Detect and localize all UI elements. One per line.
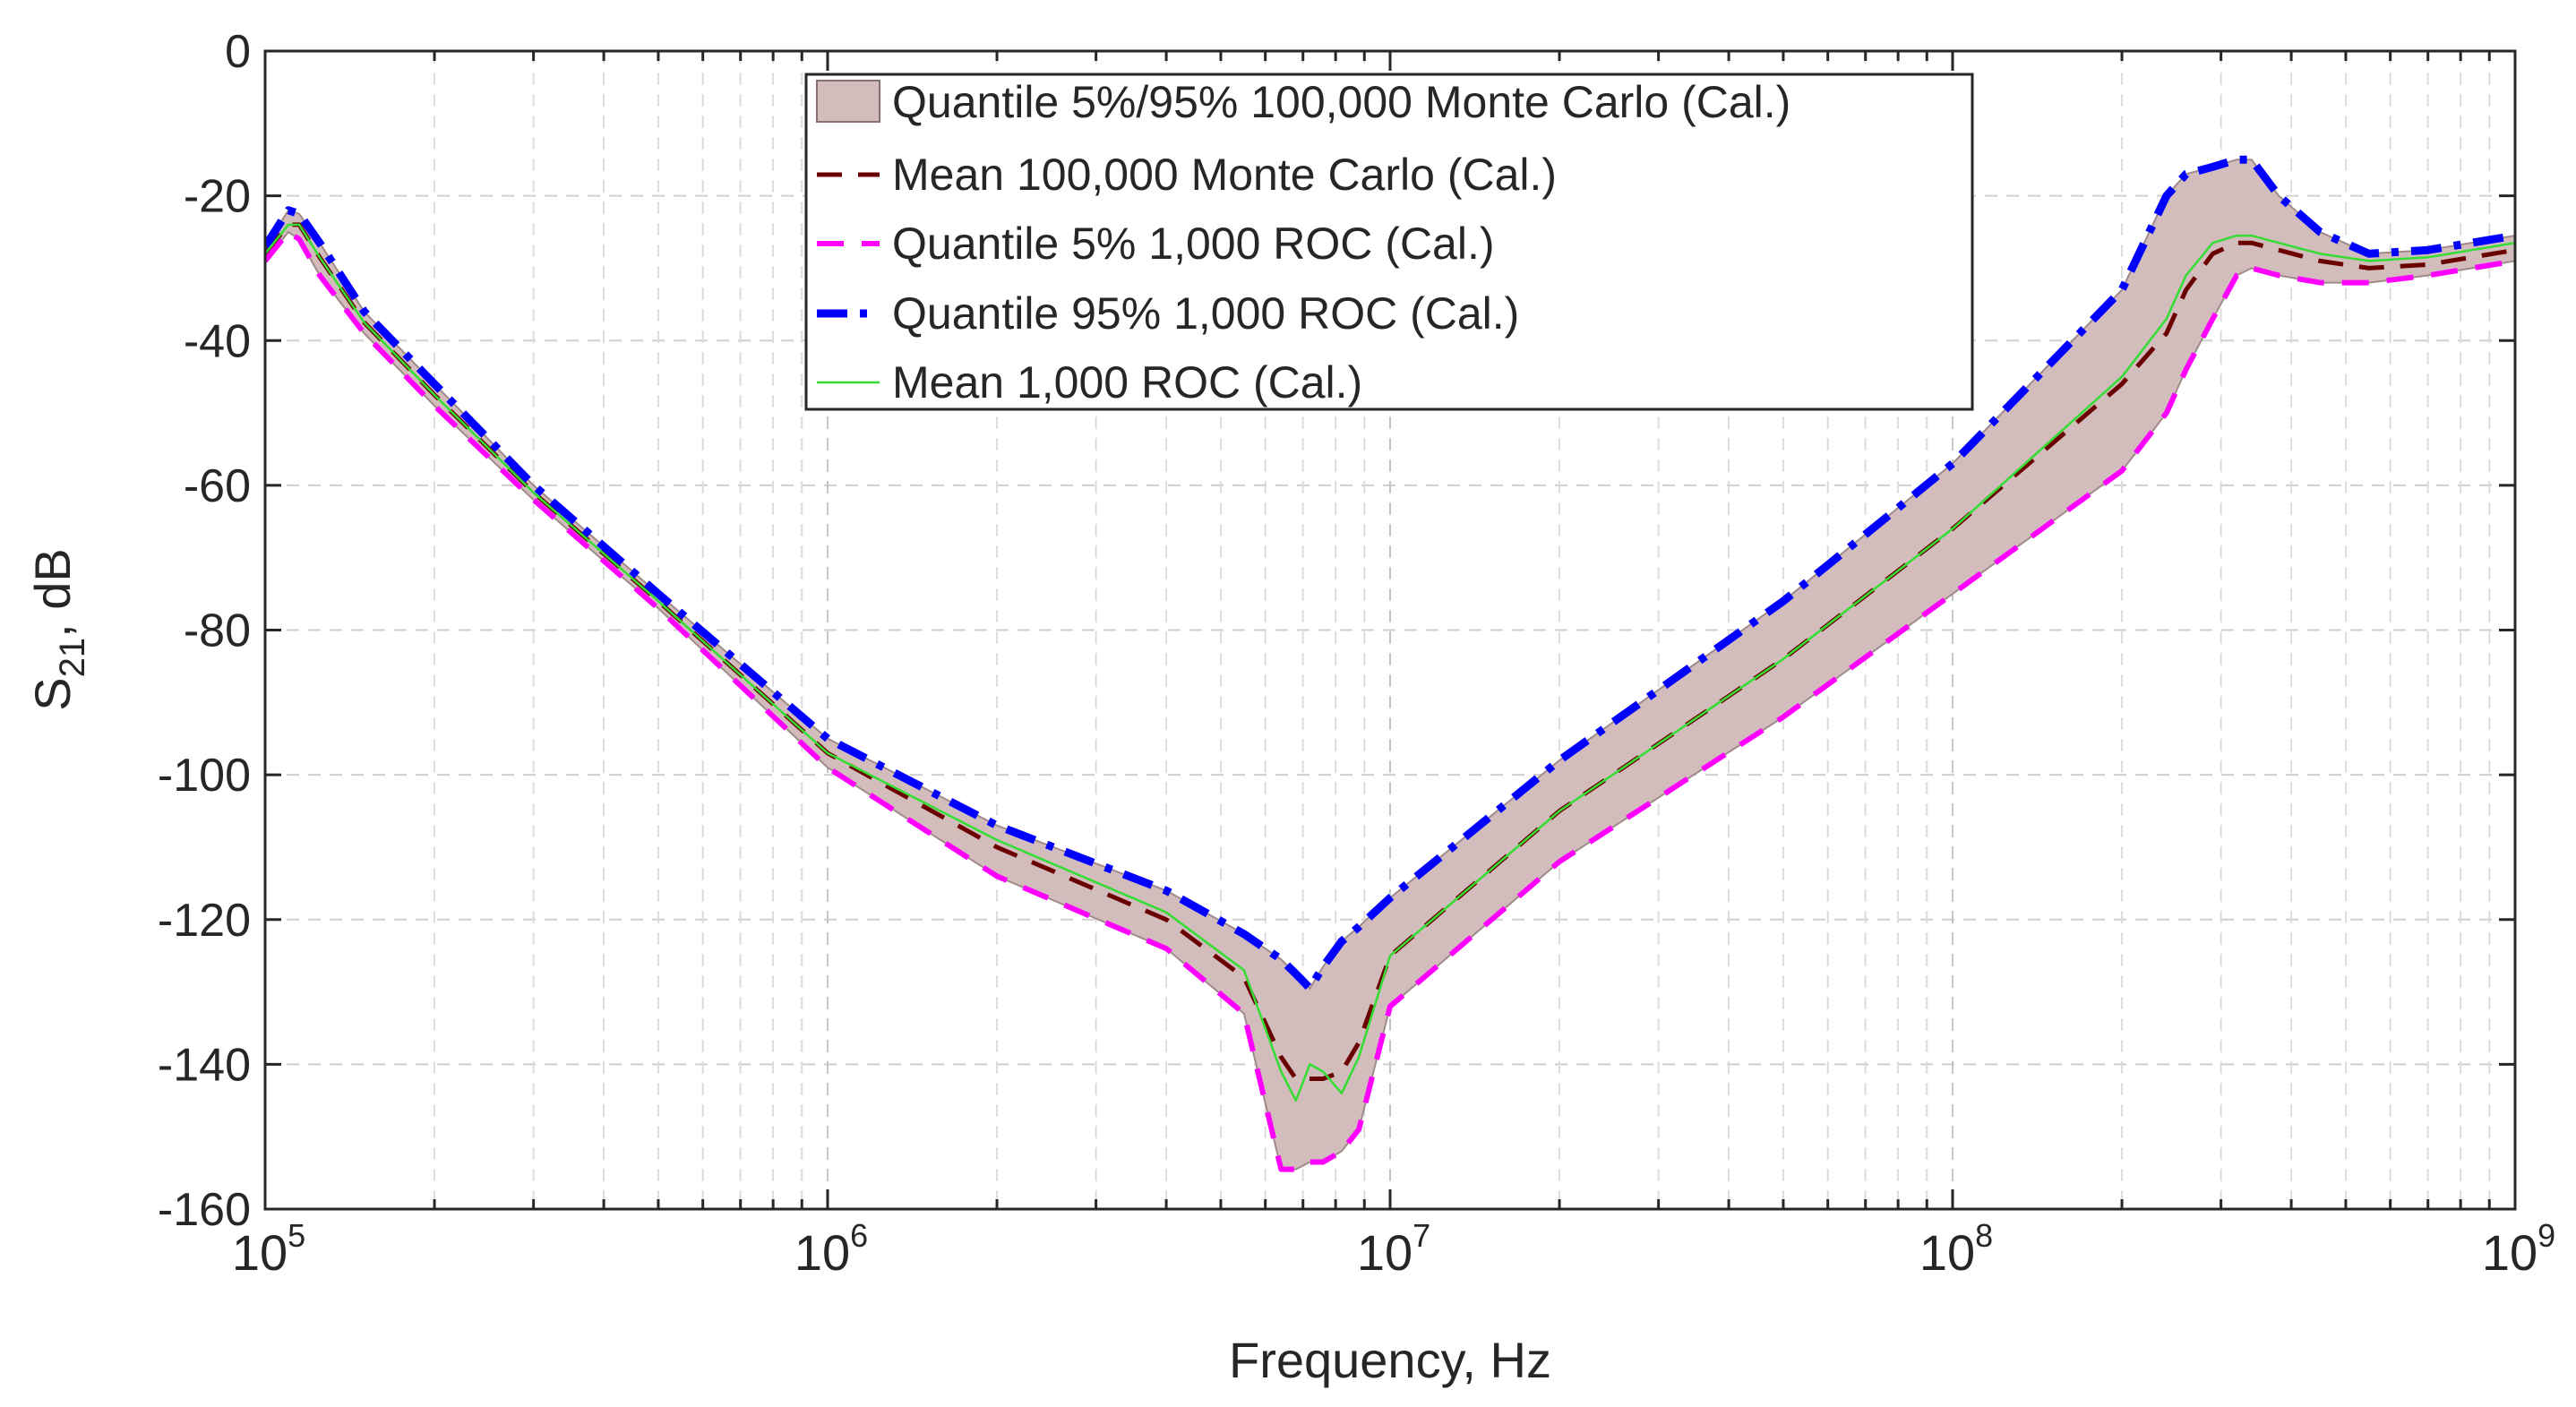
axis-ticks — [263, 49, 2517, 1211]
y-tick-labels: 0 -20 -40 -60 -80 -100 -120 -140 -160 — [158, 26, 251, 1236]
y-tick-label: -120 — [158, 895, 251, 947]
legend-box — [804, 73, 1974, 411]
grid — [265, 51, 2515, 1209]
x-tick-label-exponent: 9 — [2537, 1217, 2555, 1254]
x-tick-label: 108 — [1919, 1217, 1993, 1281]
y-tick-label: 0 — [225, 26, 251, 78]
x-tick-label-base: 10 — [232, 1224, 288, 1281]
y-tick-label: -100 — [158, 750, 251, 802]
y-tick-label: -20 — [184, 171, 251, 223]
x-axis-label: Frequency, Hz — [1229, 1332, 1551, 1388]
y-axis-label-subscript: 21 — [53, 638, 92, 678]
x-tick-label: 106 — [794, 1217, 868, 1281]
x-tick-label: 105 — [232, 1217, 305, 1281]
x-tick-label-exponent: 8 — [1975, 1217, 1993, 1254]
x-tick-label-exponent: 7 — [1413, 1217, 1430, 1254]
legend-entry-label: Quantile 5% 1,000 ROC (Cal.) — [892, 219, 1495, 269]
x-tick-label-exponent: 5 — [288, 1217, 305, 1254]
x-tick-labels: 105 106 107 108 109 — [232, 1217, 2555, 1281]
y-axis-label-base: S — [24, 677, 81, 710]
legend-entry-label: Mean 100,000 Monte Carlo (Cal.) — [892, 150, 1557, 200]
series-line-3 — [265, 155, 2515, 992]
legend-entry-label: Quantile 95% 1,000 ROC (Cal.) — [892, 288, 1519, 339]
x-tick-label-base: 10 — [1357, 1224, 1413, 1281]
y-axis-label-suffix: , dB — [24, 548, 81, 638]
y-tick-label: -80 — [184, 605, 251, 657]
x-tick-label-base: 10 — [1919, 1224, 1975, 1281]
y-tick-label: -40 — [184, 315, 251, 367]
series-line-4 — [265, 223, 2515, 1102]
series-layer — [265, 155, 2515, 1172]
x-tick-label: 109 — [2482, 1217, 2555, 1281]
y-tick-label: -140 — [158, 1039, 251, 1091]
y-axis-label: S21, dB — [24, 548, 92, 710]
x-tick-label: 107 — [1357, 1217, 1430, 1281]
x-tick-label-base: 10 — [794, 1224, 850, 1281]
legend-entry-label: Mean 1,000 ROC (Cal.) — [892, 357, 1362, 408]
x-tick-label-base: 10 — [2482, 1224, 2537, 1281]
legend: Quantile 5%/95% 100,000 Monte Carlo (Cal… — [804, 73, 1974, 411]
legend-entry-label: Quantile 5%/95% 100,000 Monte Carlo (Cal… — [892, 77, 1790, 127]
y-tick-label: -160 — [158, 1184, 251, 1236]
legend-swatch — [816, 80, 880, 123]
x-tick-label-exponent: 6 — [850, 1217, 868, 1254]
svg-text:S21, dB: S21, dB — [24, 548, 92, 710]
y-tick-label: -60 — [184, 460, 251, 512]
